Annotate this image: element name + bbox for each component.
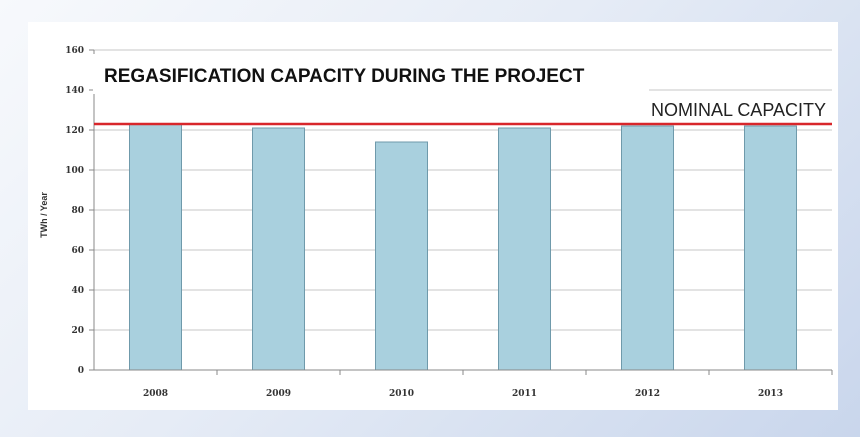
bar-2010: [375, 141, 428, 371]
x-axis-ticks: 2008 2009 2010 2011 2012 2013: [143, 370, 833, 399]
y-tick-label: 20: [71, 326, 84, 336]
nominal-capacity-label: NOMINAL CAPACITY: [651, 100, 826, 120]
bars: [129, 123, 797, 371]
x-tick-label: 2013: [758, 389, 783, 399]
title-box: [93, 54, 649, 94]
x-tick-label: 2011: [512, 389, 537, 399]
x-tick-label: 2010: [389, 389, 414, 399]
bar-2008: [129, 123, 182, 371]
x-tick-label: 2009: [266, 389, 291, 399]
y-tick-label: 120: [65, 126, 84, 136]
bar-2013: [744, 125, 797, 371]
y-tick-label: 0: [78, 366, 84, 376]
y-tick-label: 160: [65, 46, 84, 56]
x-tick-label: 2012: [635, 389, 660, 399]
bar-2012: [621, 125, 674, 371]
y-axis-label: TWh / Year: [39, 192, 49, 238]
y-tick-label: 60: [71, 246, 84, 256]
y-axis-ticks: 0 20 40 60 80 100 120 140 160: [65, 46, 94, 376]
y-tick-label: 140: [65, 86, 84, 96]
y-tick-label: 80: [71, 206, 84, 216]
chart-title: REGASIFICATION CAPACITY DURING THE PROJE…: [104, 66, 585, 87]
x-tick-label: 2008: [143, 389, 168, 399]
bar-2011: [498, 127, 551, 371]
grid-lines: [94, 49, 832, 331]
y-tick-label: 40: [71, 286, 84, 296]
bar-2009: [252, 127, 305, 371]
y-tick-label: 100: [65, 166, 84, 176]
